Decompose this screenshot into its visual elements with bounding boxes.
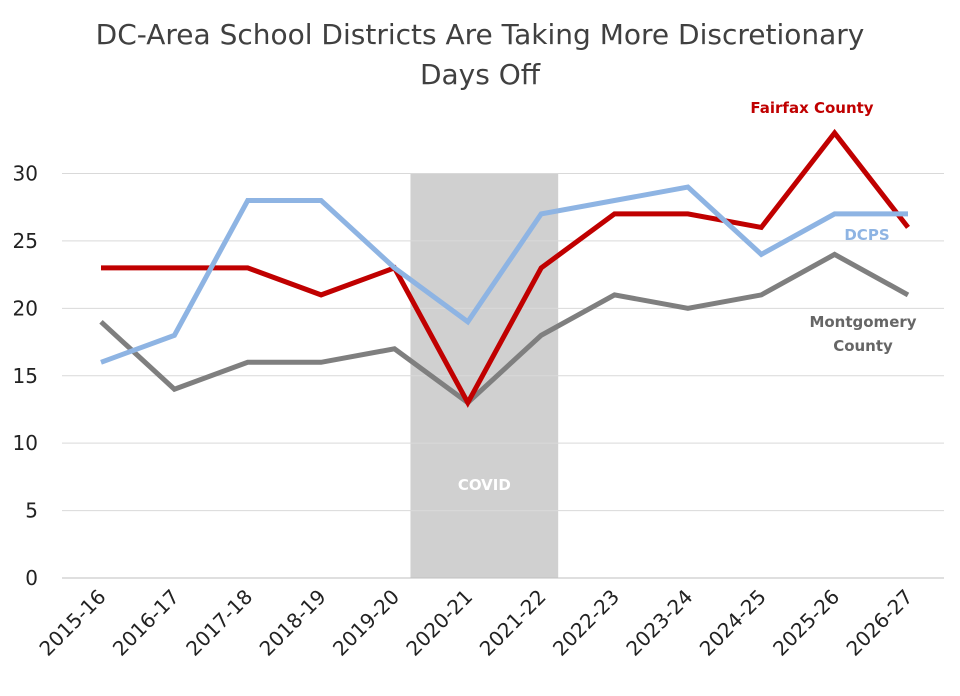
chart-title-line-2: Days Off: [420, 58, 541, 91]
x-tick-label-2018-19: 2018-19: [255, 585, 331, 661]
series-line-dcps: [100, 184, 908, 365]
series-line-fairfax-county: [101, 128, 910, 408]
series-label-dcps: DCPS: [844, 226, 889, 244]
y-axis-ticks: 0 5 10 15 20 25 30: [13, 162, 38, 591]
x-tick-label-2026-27: 2026-27: [841, 585, 917, 661]
series-labels: Fairfax County DCPS Montgomery County: [750, 99, 916, 355]
y-tick-label-10: 10: [13, 431, 38, 455]
gridlines: [62, 173, 944, 579]
series-label-montgomery-county-line-1: Montgomery: [809, 313, 916, 331]
y-tick-label-15: 15: [13, 364, 38, 388]
x-tick-label-2023-24: 2023-24: [621, 585, 697, 661]
x-tick-label-2017-18: 2017-18: [181, 585, 257, 661]
y-tick-label-5: 5: [25, 499, 38, 523]
y-tick-label-30: 30: [13, 162, 38, 186]
series-lines: [99, 128, 910, 408]
y-tick-label-20: 20: [13, 296, 38, 320]
x-tick-label-2024-25: 2024-25: [695, 585, 771, 661]
x-axis-ticks: 2015-162016-172017-182018-192019-202020-…: [34, 585, 917, 661]
series-line-montgomery-county: [99, 251, 910, 406]
x-tick-label-2020-21: 2020-21: [401, 585, 477, 661]
x-tick-label-2016-17: 2016-17: [108, 585, 184, 661]
x-tick-label-2015-16: 2015-16: [34, 585, 110, 661]
chart-title-line-1: DC-Area School Districts Are Taking More…: [96, 18, 865, 51]
y-tick-label-25: 25: [13, 229, 38, 253]
y-tick-label-0: 0: [25, 566, 38, 590]
x-tick-label-2022-23: 2022-23: [548, 585, 624, 661]
series-label-montgomery-county-line-2: County: [833, 337, 893, 355]
x-tick-label-2025-26: 2025-26: [768, 585, 844, 661]
covid-label: COVID: [458, 476, 511, 494]
series-label-fairfax-county: Fairfax County: [750, 99, 873, 117]
chart-title: DC-Area School Districts Are Taking More…: [96, 18, 865, 91]
x-tick-label-2019-20: 2019-20: [328, 585, 404, 661]
x-tick-label-2021-22: 2021-22: [475, 585, 551, 661]
